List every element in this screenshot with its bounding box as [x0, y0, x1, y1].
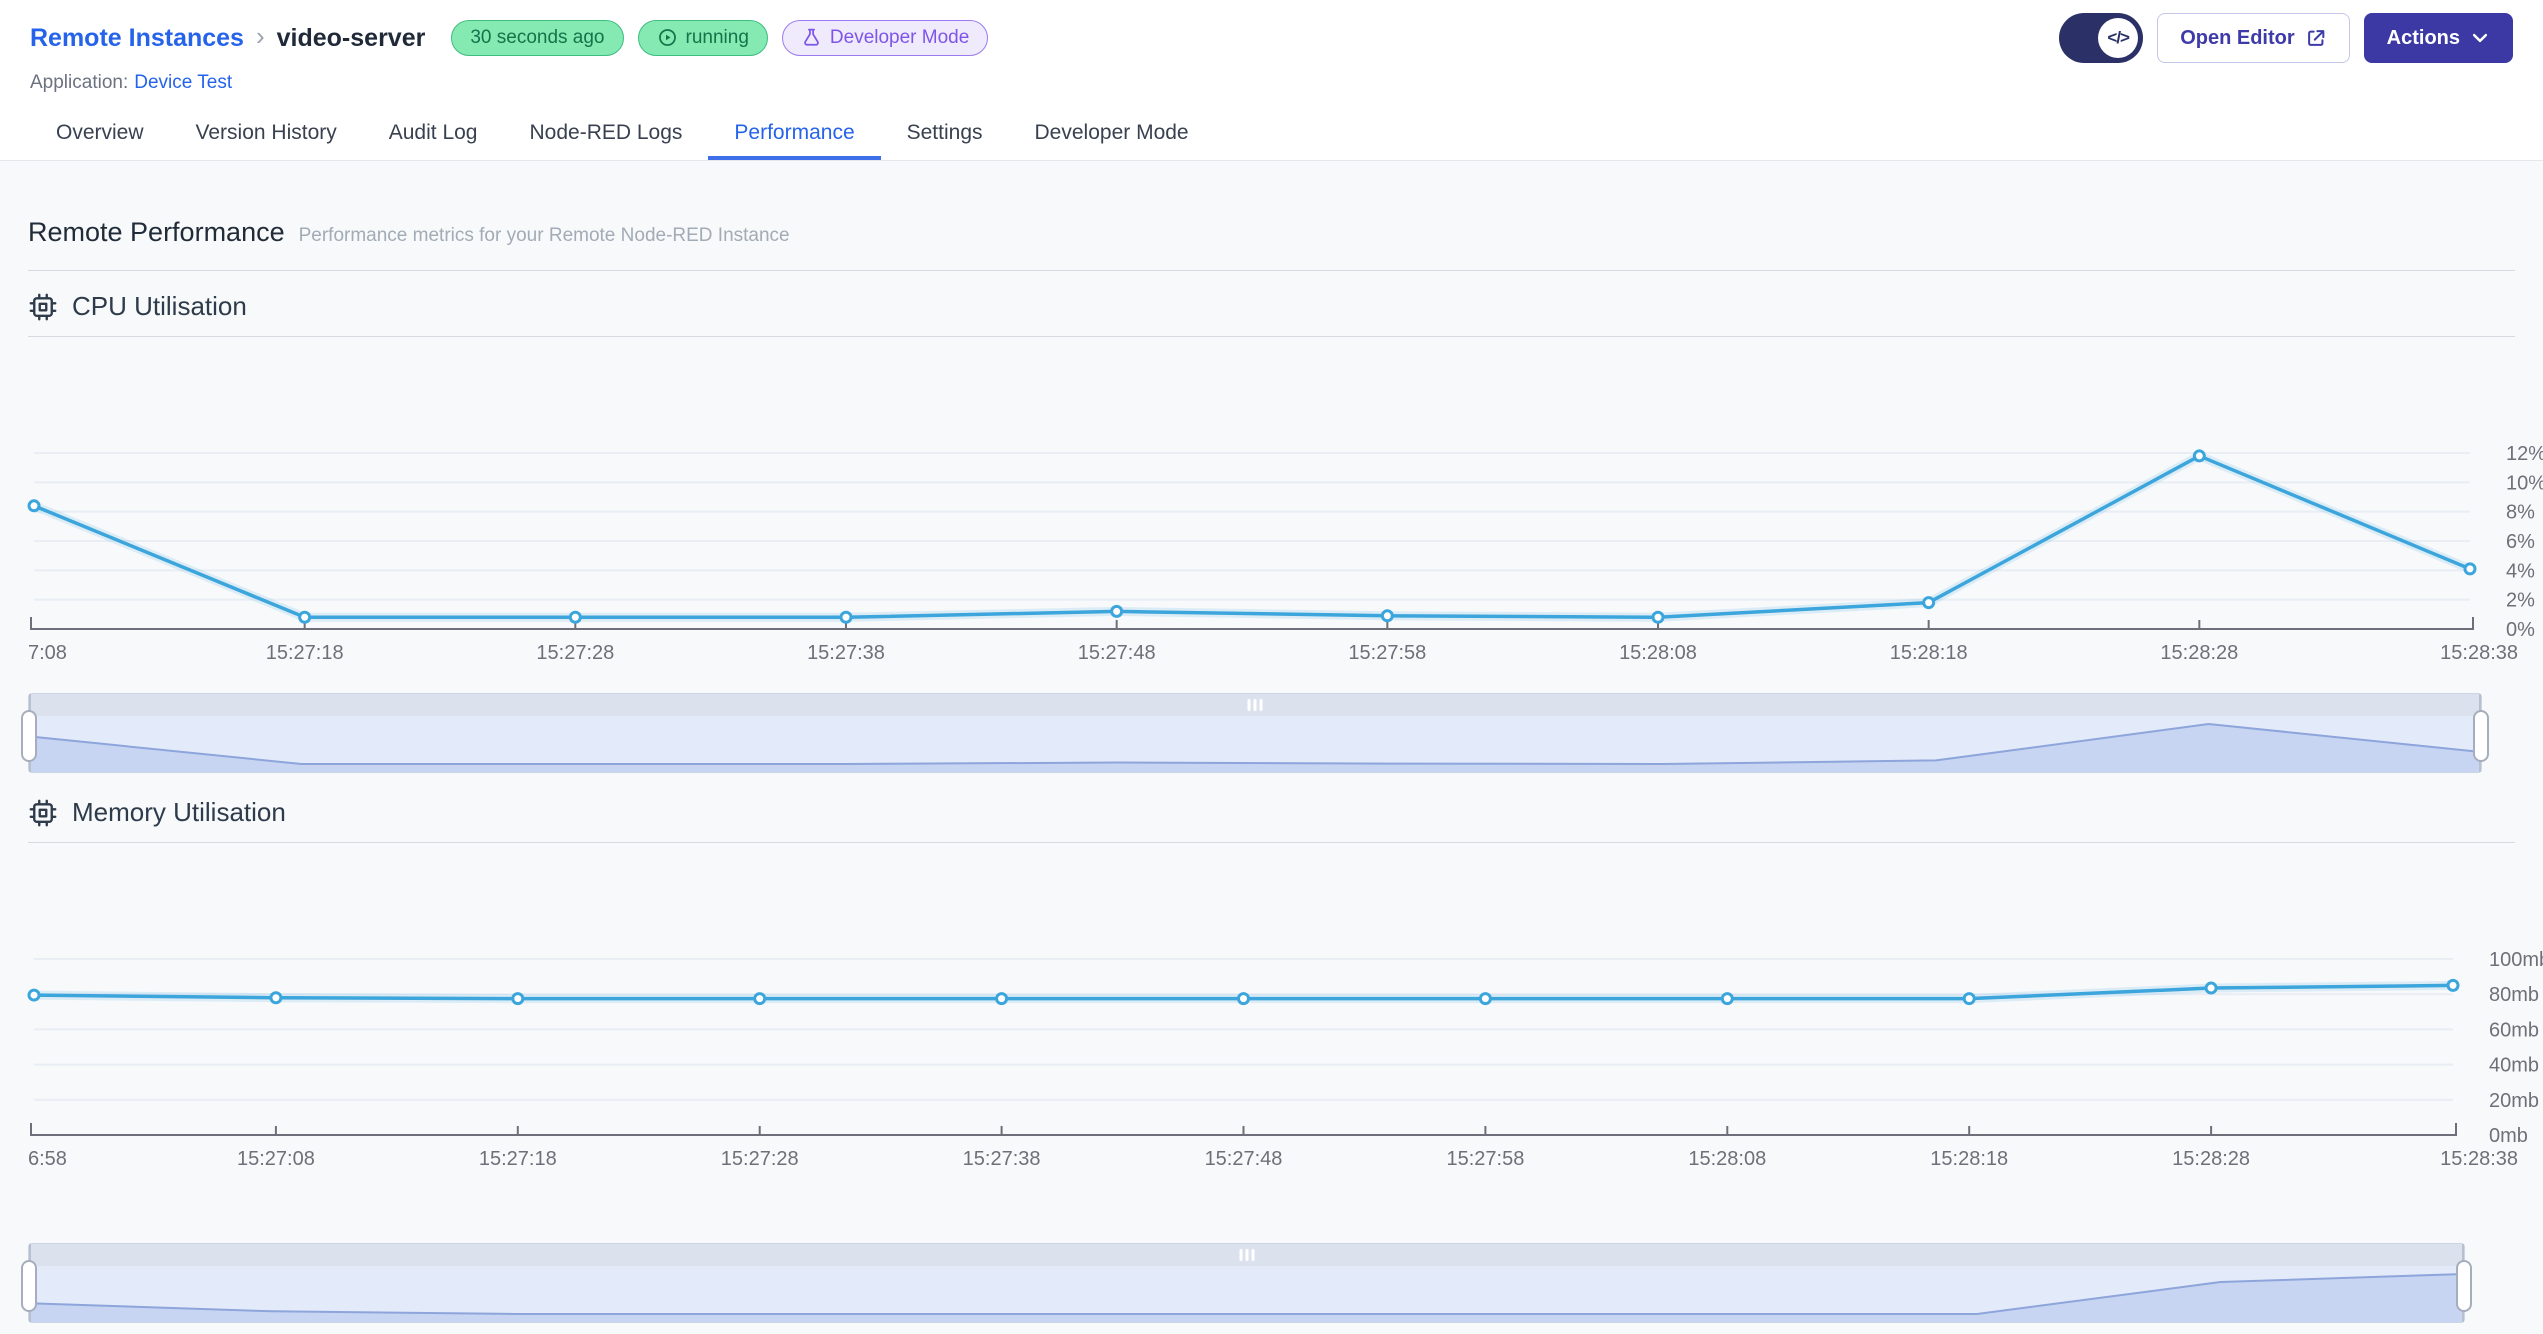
slider-move-handle[interactable]: [29, 1244, 2464, 1266]
application-link[interactable]: Device Test: [134, 72, 233, 93]
slider-left-handle[interactable]: [21, 710, 37, 762]
slider-track[interactable]: [29, 1266, 2464, 1322]
slider-right-handle[interactable]: [2473, 710, 2489, 762]
svg-text:15:27:48: 15:27:48: [1205, 1148, 1283, 1170]
svg-text:2%: 2%: [2506, 590, 2535, 612]
tab-developer-mode[interactable]: Developer Mode: [1034, 121, 1189, 144]
svg-text:15:28:28: 15:28:28: [2160, 642, 2238, 664]
svg-text:15:27:28: 15:27:28: [721, 1148, 799, 1170]
svg-text:4%: 4%: [2506, 560, 2535, 582]
header-controls: </> Open Editor Actions: [2059, 13, 2513, 63]
svg-text:7:08: 7:08: [28, 642, 67, 664]
tab-settings[interactable]: Settings: [906, 121, 983, 144]
svg-text:10%: 10%: [2506, 472, 2543, 494]
svg-text:60mb: 60mb: [2489, 1019, 2539, 1041]
svg-text:15:27:08: 15:27:08: [237, 1148, 315, 1170]
tab-bar: Overview Version History Audit Log Node-RED…: [30, 110, 2513, 160]
svg-text:15:27:28: 15:27:28: [536, 642, 614, 664]
status-badges: 30 seconds ago running Developer Mode: [451, 19, 989, 57]
svg-text:0mb: 0mb: [2489, 1125, 2528, 1147]
svg-text:15:28:18: 15:28:18: [1930, 1148, 2008, 1170]
svg-text:15:28:08: 15:28:08: [1688, 1148, 1766, 1170]
section-title-cpu: CPU Utilisation: [72, 291, 247, 321]
slider-left-handle[interactable]: [21, 1260, 37, 1312]
chevron-down-icon: [2472, 33, 2488, 43]
memory-utilisation-section: Memory Utilisation 0mb 20mb 40mb 60mb 80mb 10…: [21, 797, 2543, 1323]
slider-grip-icon: [1247, 699, 1263, 711]
svg-text:15:28:08: 15:28:08: [1619, 642, 1697, 664]
performance-page: Remote Performance Performance metrics f…: [0, 161, 2543, 1323]
tab-performance[interactable]: Performance: [708, 110, 881, 160]
svg-text:15:28:28: 15:28:28: [2172, 1148, 2250, 1170]
cpu-range-slider[interactable]: [21, 693, 2489, 773]
application-label: Application:: [30, 72, 129, 93]
cpu-utilisation-section: CPU Utilisation 0% 2% 4% 6% 8% 10% 12% 7:08 15:2…: [21, 291, 2543, 773]
cpu-chart: 0% 2% 4% 6% 8% 10% 12% 7:08 15:27:18 15:27:28 15:2…: [27, 337, 2543, 667]
svg-text:15:27:38: 15:27:38: [807, 642, 885, 664]
svg-text:40mb: 40mb: [2489, 1055, 2539, 1077]
svg-text:8%: 8%: [2506, 502, 2535, 524]
page-subtitle: Performance metrics for your Remote Node…: [298, 225, 790, 246]
svg-text:6:58: 6:58: [28, 1148, 67, 1170]
flask-icon: [804, 29, 819, 47]
tab-node-red-logs[interactable]: Node-RED Logs: [529, 121, 683, 144]
svg-text:100mb: 100mb: [2489, 949, 2543, 971]
svg-text:15:28:38: 15:28:38: [2440, 642, 2518, 664]
breadcrumb-parent-link[interactable]: Remote Instances: [30, 23, 244, 52]
tab-version-history[interactable]: Version History: [195, 121, 337, 144]
divider: [28, 842, 2515, 843]
slider-move-handle[interactable]: [29, 694, 2481, 716]
svg-text:15:27:38: 15:27:38: [963, 1148, 1041, 1170]
breadcrumb-current-instance: video-server: [276, 23, 426, 52]
actions-label: Actions: [2386, 26, 2460, 49]
open-editor-label: Open Editor: [2180, 26, 2295, 49]
svg-text:0%: 0%: [2506, 619, 2535, 641]
memory-range-slider[interactable]: [21, 1243, 2472, 1323]
badge-label: 30 seconds ago: [470, 26, 605, 48]
memory-chart: 0mb 20mb 40mb 60mb 80mb 100mb 6:58 15:27:08 15:2…: [27, 843, 2543, 1173]
status-badge-running: running: [637, 19, 768, 57]
svg-text:15:27:58: 15:27:58: [1348, 642, 1426, 664]
svg-text:15:27:18: 15:27:18: [479, 1148, 557, 1170]
svg-text:15:27:18: 15:27:18: [266, 642, 344, 664]
svg-text:20mb: 20mb: [2489, 1090, 2539, 1112]
status-badge-developer-mode: Developer Mode: [781, 19, 989, 57]
actions-button[interactable]: Actions: [2363, 13, 2513, 63]
tab-audit-log[interactable]: Audit Log: [388, 121, 478, 144]
svg-text:12%: 12%: [2506, 443, 2543, 465]
svg-text:15:27:48: 15:27:48: [1078, 642, 1156, 664]
status-badge-30-seconds-ago: 30 seconds ago: [451, 19, 624, 57]
badge-label: running: [685, 26, 749, 48]
svg-text:15:27:58: 15:27:58: [1446, 1148, 1524, 1170]
slider-right-handle[interactable]: [2456, 1260, 2472, 1312]
svg-text:80mb: 80mb: [2489, 984, 2539, 1006]
slider-grip-icon: [1239, 1249, 1254, 1261]
open-editor-button[interactable]: Open Editor: [2157, 13, 2350, 63]
svg-text:6%: 6%: [2506, 531, 2535, 553]
cpu-chip-icon: [29, 293, 57, 320]
cpu-chip-icon: [29, 799, 57, 826]
section-title-memory: Memory Utilisation: [72, 797, 286, 827]
divider: [28, 336, 2515, 337]
slider-track[interactable]: [29, 716, 2481, 772]
page-title: Remote Performance: [28, 217, 285, 247]
developer-mode-toggle[interactable]: </>: [2059, 13, 2144, 63]
page-header: Remote Instances › video-server 30 secon…: [0, 0, 2543, 161]
slider-data-shadow: [29, 722, 2481, 772]
svg-text:15:28:38: 15:28:38: [2440, 1148, 2518, 1170]
slider-data-shadow: [29, 1273, 2464, 1322]
external-link-icon: [2307, 30, 2324, 46]
badge-label: Developer Mode: [829, 26, 970, 48]
play-circle-icon: [658, 29, 676, 47]
svg-text:15:28:18: 15:28:18: [1890, 642, 1968, 664]
breadcrumb: Remote Instances › video-server: [30, 20, 426, 54]
breadcrumb-separator-icon: ›: [255, 20, 265, 51]
divider: [28, 270, 2515, 271]
tab-overview[interactable]: Overview: [56, 121, 144, 144]
code-icon: </>: [2098, 18, 2139, 58]
